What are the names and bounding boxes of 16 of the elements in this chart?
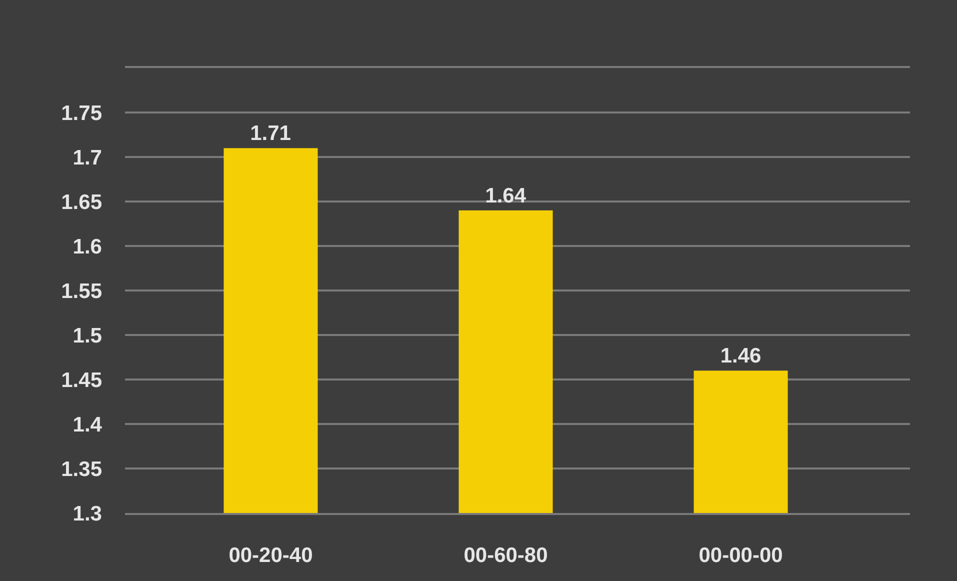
- data-label: 1.64: [485, 184, 526, 208]
- y-tick-label: 1.45: [61, 368, 102, 392]
- x-tick-label: 00-20-40: [228, 544, 313, 567]
- data-label: 1.71: [250, 122, 292, 146]
- x-tick-label: 00-60-80: [464, 544, 548, 567]
- y-tick-label: 1.35: [61, 458, 102, 481]
- y-tick-label: 1.3: [72, 502, 102, 526]
- x-tick-label: 00-00-00: [698, 544, 783, 567]
- y-tick-label: 1.55: [61, 280, 102, 303]
- y-tick-label: 1.65: [61, 190, 102, 214]
- y-tick-label: 1.75: [61, 102, 102, 125]
- y-tick-label: 1.5: [72, 324, 102, 348]
- data-label: 1.46: [720, 344, 762, 368]
- y-tick-label: 1.4: [72, 413, 102, 436]
- y-tick-label: 1.6: [72, 235, 102, 258]
- y-tick-label: 1.7: [72, 146, 102, 170]
